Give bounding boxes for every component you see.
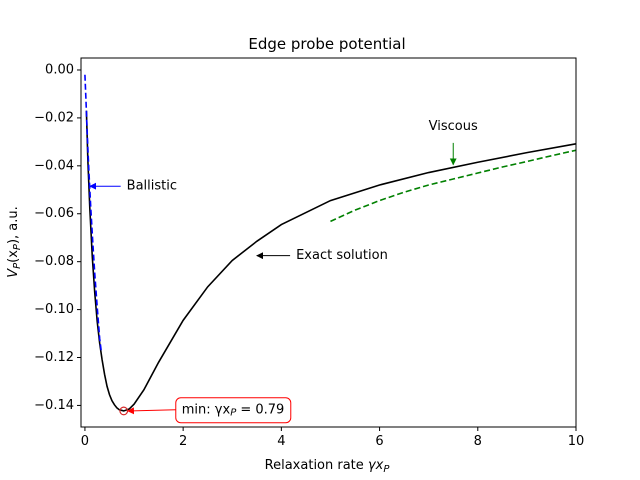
x-tick-label: 4 xyxy=(277,434,285,449)
y-tick-label: 0.00 xyxy=(45,62,74,77)
x-axis-label-main: Relaxation rate xyxy=(265,458,368,473)
y-tick-label: −0.02 xyxy=(34,110,74,125)
x-axis-label-sub: P xyxy=(383,464,390,475)
y-tick-label: −0.04 xyxy=(34,158,74,173)
y-axis-label-arg-sub: P xyxy=(12,243,23,250)
viscous-label: Viscous xyxy=(429,119,478,134)
y-tick-label: −0.08 xyxy=(34,254,74,269)
x-tick-label: 10 xyxy=(568,434,585,449)
y-axis: 0.00 −0.02 −0.04 −0.06 −0.08 −0.10 −0.12 −0.14 xyxy=(34,62,81,413)
x-axis: 0 2 4 6 8 10 xyxy=(81,427,584,449)
chart-title: Edge probe potential xyxy=(248,35,405,53)
y-tick-label: −0.14 xyxy=(34,398,74,413)
series-line-2 xyxy=(330,149,577,223)
y-tick-label: −0.12 xyxy=(34,350,74,365)
y-axis-label: VP(xP), a.u. xyxy=(6,206,23,278)
x-tick-label: 0 xyxy=(81,434,89,449)
exact-solution-label: Exact solution xyxy=(296,248,388,263)
min-label-tail: = 0.79 xyxy=(236,402,284,417)
plot-frame xyxy=(80,57,577,428)
min-label: min: γxP = 0.79 xyxy=(182,402,285,419)
annotations: Ballistic Viscous Exact solution min: γx… xyxy=(89,119,478,424)
y-tick-label: −0.06 xyxy=(34,206,74,221)
plot-area xyxy=(84,74,577,416)
min-label-main: min: γx xyxy=(182,402,231,417)
x-tick-label: 8 xyxy=(474,434,482,449)
x-axis-label-var: γx xyxy=(368,458,384,473)
series-line-1 xyxy=(84,74,102,351)
ballistic-label: Ballistic xyxy=(127,179,177,194)
y-axis-label-arg: (x xyxy=(6,250,21,263)
x-tick-label: 6 xyxy=(375,434,383,449)
x-axis-label: Relaxation rate γxP xyxy=(265,458,391,475)
y-tick-label: −0.10 xyxy=(34,302,74,317)
y-axis-label-tail: ), a.u. xyxy=(6,206,21,244)
series-line-0 xyxy=(85,110,577,412)
x-tick-label: 2 xyxy=(179,434,187,449)
y-axis-label-main: V xyxy=(6,268,21,278)
min-label-box xyxy=(175,397,292,424)
min-arrow xyxy=(126,407,176,415)
min-label-sub: P xyxy=(230,408,237,419)
y-axis-label-sub: P xyxy=(12,262,23,269)
